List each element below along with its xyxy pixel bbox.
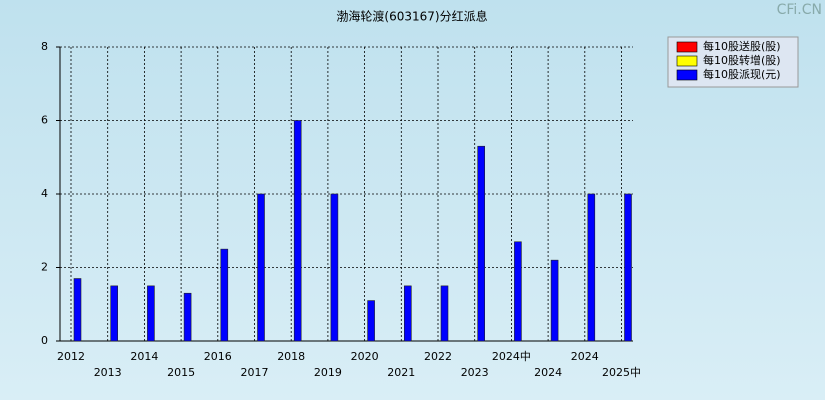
x-tick-label: 2024	[534, 366, 562, 379]
y-tick-label: 8	[41, 40, 48, 53]
bar	[587, 193, 596, 342]
x-tick-label: 2022	[424, 350, 452, 363]
chart-title: 渤海轮渡(603167)分红派息	[336, 9, 487, 24]
x-tick-label: 2019	[314, 366, 342, 379]
bar	[330, 193, 339, 342]
legend-swatch	[676, 69, 698, 81]
x-tick-label: 2014	[130, 350, 158, 363]
bar	[293, 120, 302, 342]
x-tick-label: 2018	[277, 350, 305, 363]
x-tick-label: 2015	[167, 366, 195, 379]
legend-label: 每10股派现(元)	[703, 67, 781, 81]
watermark: CFi.CN	[777, 2, 822, 18]
x-tick-label: 2012	[57, 350, 85, 363]
bar	[110, 285, 118, 342]
x-tick-label: 2024	[571, 350, 599, 363]
bar	[550, 259, 559, 342]
x-tick-label: 2021	[387, 366, 415, 379]
bar	[183, 292, 192, 342]
legend-label: 每10股转增(股)	[703, 53, 781, 67]
bar	[147, 285, 155, 342]
x-tick-label: 2017	[241, 366, 269, 379]
bar	[477, 145, 486, 342]
y-tick-label: 2	[41, 261, 48, 274]
x-tick-label: 2016	[204, 350, 232, 363]
x-tick-label: 2023	[461, 366, 489, 379]
x-tick-label: 2020	[351, 350, 379, 363]
y-tick-label: 4	[41, 187, 48, 200]
x-tick-label: 2025中	[602, 366, 641, 379]
legend-swatch	[676, 41, 698, 53]
legend-swatch	[676, 55, 698, 67]
bar	[73, 278, 82, 342]
bar	[367, 300, 375, 342]
y-tick-label: 6	[41, 114, 48, 127]
bar	[624, 193, 632, 342]
legend-label: 每10股送股(股)	[703, 39, 781, 53]
bar	[514, 241, 522, 342]
x-tick-label: 2013	[94, 366, 122, 379]
bar	[440, 285, 449, 342]
bar	[257, 193, 265, 342]
bar	[220, 248, 229, 342]
x-tick-label: 2024中	[492, 350, 531, 363]
y-tick-label: 0	[41, 334, 48, 347]
bar	[403, 285, 412, 342]
